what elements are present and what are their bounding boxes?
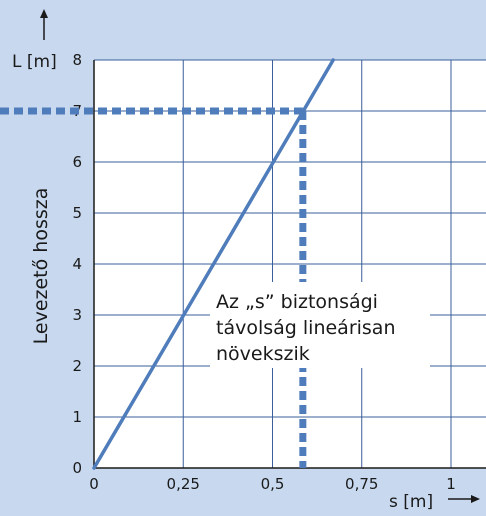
- x-tick-label: 0,75: [345, 475, 378, 493]
- y-axis-label: Levezető hossza: [30, 188, 52, 345]
- x-axis-arrow: [448, 495, 480, 503]
- y-tick-label: 4: [72, 255, 82, 273]
- y-tick-label: 5: [72, 204, 82, 222]
- y-axis-top-label: L [m]: [12, 52, 57, 72]
- series: [92, 58, 335, 470]
- y-tick-label: 8: [72, 51, 82, 69]
- y-tick-label: 2: [72, 357, 82, 375]
- series-line-0: [92, 58, 335, 470]
- x-tick-label: 0,5: [261, 475, 285, 493]
- x-axis-label: s [m]: [389, 492, 433, 512]
- x-tick-label: 0: [89, 475, 99, 493]
- annotation-box: [210, 282, 430, 368]
- y-tick-label: 1: [72, 408, 82, 426]
- x-tick-label: 1: [446, 475, 456, 493]
- x-tick-label: 0,25: [167, 475, 200, 493]
- annotation-line-2: távolság lineárisan: [216, 317, 396, 339]
- x-tick-labels: 0 0,25 0,5 0,75 1: [89, 475, 456, 493]
- reference-lines: [0, 107, 307, 468]
- y-tick-label: 0: [72, 459, 82, 477]
- y-tick-labels: 012345678: [72, 51, 82, 477]
- y-tick-label: 6: [72, 153, 82, 171]
- y-tick-label: 3: [72, 306, 82, 324]
- y-axis-arrow: [40, 9, 48, 40]
- annotation-line-3: növekszik: [216, 343, 310, 365]
- annotation-line-1: Az „s” biztonsági: [216, 291, 378, 313]
